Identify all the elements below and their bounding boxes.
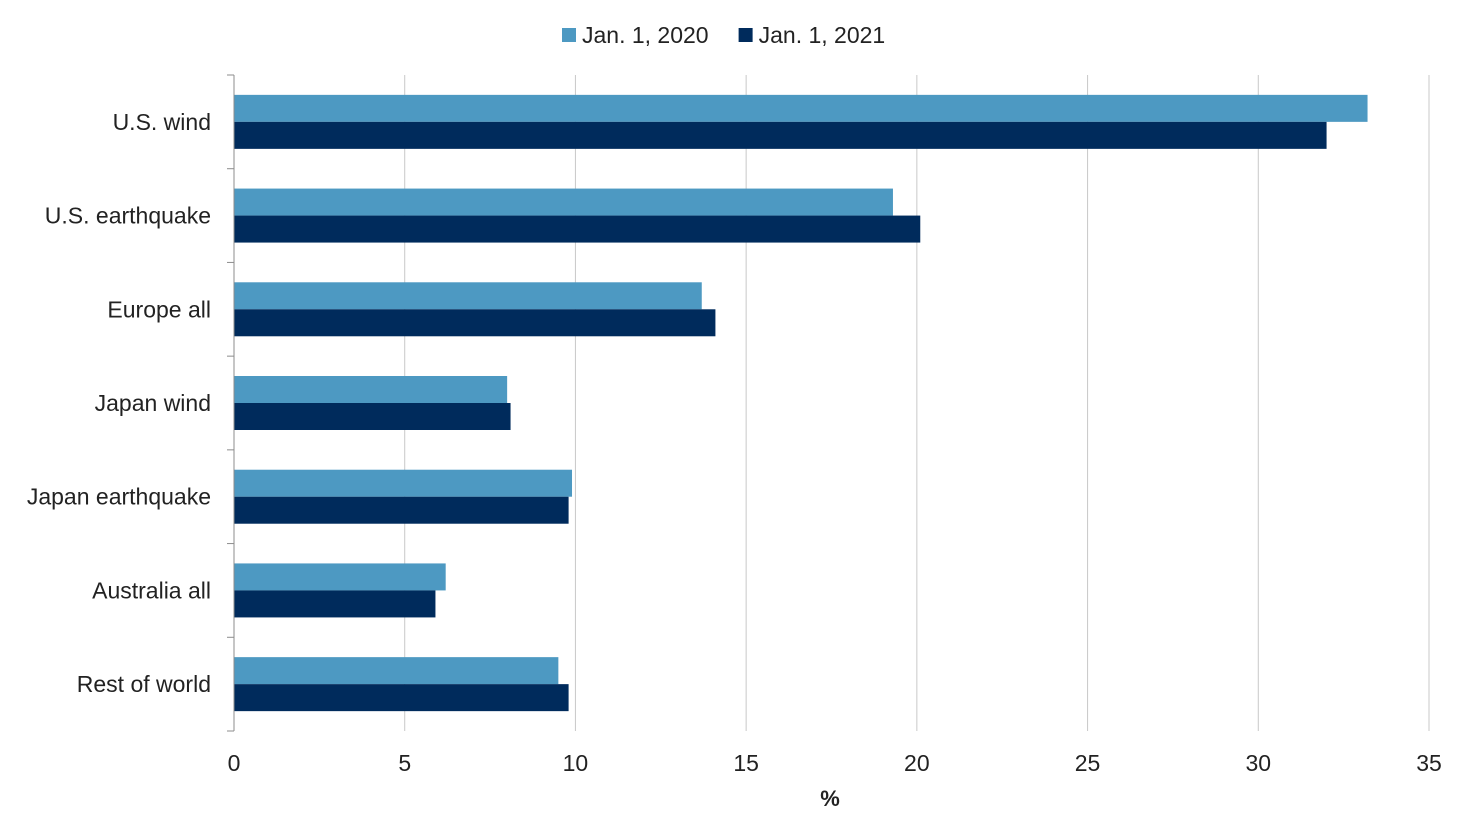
category-label: Japan earthquake [27, 484, 211, 510]
bar [234, 215, 921, 243]
bar [234, 563, 446, 591]
bar [234, 121, 1327, 149]
category-label: Europe all [107, 296, 211, 322]
legend-swatch [738, 28, 753, 42]
bar [234, 282, 702, 310]
bar [234, 376, 508, 403]
category-label: U.S. earthquake [45, 203, 211, 229]
x-tick-label: 30 [1245, 750, 1271, 776]
gridlines [404, 75, 1430, 731]
x-tick-label: 25 [1075, 750, 1101, 776]
bar [234, 94, 1368, 122]
category-label: U.S. wind [113, 109, 211, 135]
legend: Jan. 1, 2020 Jan. 1, 2021 [562, 22, 885, 48]
axes: 0 5 10 15 20 25 30 35 U.S. wind U.S. earthquake Eu… [27, 74, 1442, 776]
legend-label: Jan. 1, 2020 [582, 22, 709, 48]
bar [234, 403, 511, 430]
x-tick-label: 15 [733, 750, 759, 776]
x-tick-label: 20 [904, 750, 930, 776]
x-tick-label: 0 [228, 750, 241, 776]
category-label: Rest of world [77, 671, 211, 697]
bar [234, 496, 569, 524]
bars [234, 94, 1368, 712]
category-label: Australia all [92, 577, 211, 603]
legend-swatch [562, 28, 576, 42]
bar [234, 684, 569, 712]
x-tick-label: 10 [563, 750, 589, 776]
bar [234, 469, 573, 497]
x-tick-label: 35 [1416, 750, 1442, 776]
bar [234, 188, 893, 216]
x-axis-title: % [820, 786, 840, 811]
bar [234, 309, 716, 337]
x-tick-label: 5 [398, 750, 411, 776]
category-label: Japan wind [95, 390, 211, 416]
bar [234, 590, 436, 618]
bar [234, 657, 559, 685]
legend-label: Jan. 1, 2021 [759, 22, 886, 48]
